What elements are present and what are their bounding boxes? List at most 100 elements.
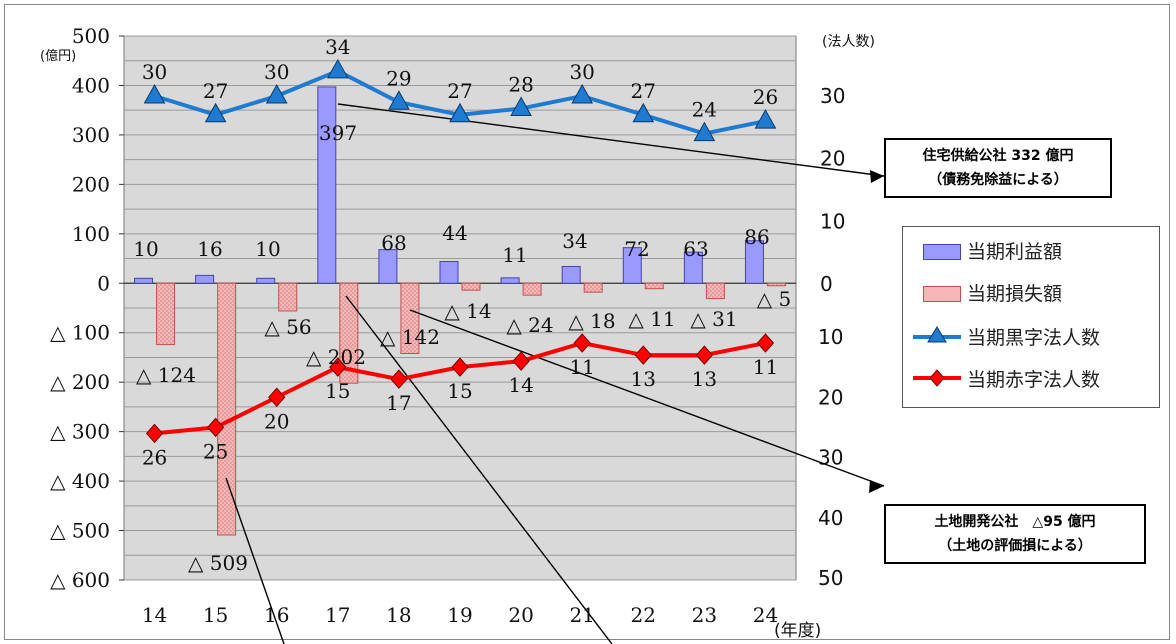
legend-item-surplus: 当期黒字法人数 (911, 321, 1100, 351)
profit-bar (378, 249, 398, 284)
loss-data-label: △ 124 (136, 363, 196, 387)
legend-marker-deficit (913, 369, 961, 387)
left-tick-label: △ 500 (50, 519, 110, 543)
chart-legend: 当期利益額 当期損失額 当期黒字法人数 当期赤字法人数 (902, 226, 1160, 408)
deficit-marker (695, 345, 714, 365)
profit-data-label: 10 (133, 237, 158, 261)
right-lower-tick-label: 40 (818, 506, 843, 530)
deficit-marker (390, 369, 408, 389)
left-unit-label: (億円) (40, 48, 76, 64)
deficit-marker (451, 357, 469, 377)
deficit-marker (145, 423, 164, 444)
surplus-marker (204, 102, 227, 123)
left-tick-label: △ 100 (50, 321, 110, 345)
deficit-data-label: 26 (142, 445, 167, 469)
left-tick-label: △ 200 (50, 370, 110, 394)
x-tick-label: 17 (325, 603, 350, 627)
profit-bar (622, 247, 642, 284)
annotation-land-corp: 土地開発公社 △95 億円 （土地の評価損による） (884, 504, 1146, 564)
x-tick-label: 24 (753, 603, 778, 627)
profit-bar (561, 265, 581, 284)
loss-data-label: △ 31 (690, 307, 737, 331)
legend-label-deficit: 当期赤字法人数 (967, 368, 1101, 391)
profit-bar (439, 261, 459, 284)
profit-bar (744, 240, 764, 284)
left-tick-label: 200 (72, 172, 110, 196)
right-lower-tick-label: 20 (818, 385, 843, 409)
loss-data-label: △ 202 (306, 345, 366, 369)
loss-data-label: △ 24 (506, 313, 553, 337)
deficit-data-label: 15 (447, 379, 472, 403)
callout-leader-line (345, 295, 613, 644)
surplus-marker (632, 102, 655, 123)
x-tick-label: 15 (203, 603, 228, 627)
left-tick-label: △ 300 (50, 420, 110, 444)
legend-label-surplus: 当期黒字法人数 (967, 326, 1101, 349)
loss-data-label: △ 14 (444, 299, 491, 323)
left-tick-label: 500 (72, 24, 110, 48)
loss-bar (217, 282, 237, 536)
surplus-data-label: 27 (203, 79, 228, 103)
loss-bar (339, 282, 359, 384)
x-tick-label: 23 (692, 603, 717, 627)
deficit-data-label: 13 (692, 367, 717, 391)
left-tick-label: 100 (72, 222, 110, 246)
x-tick-label: 20 (508, 603, 533, 627)
deficit-data-label: 11 (753, 355, 778, 379)
x-tick-label: 21 (569, 603, 594, 627)
loss-bar (644, 282, 664, 290)
loss-data-label: △ 56 (264, 315, 311, 339)
callout-leader-line (225, 477, 285, 644)
legend-label-profit: 当期利益額 (967, 240, 1063, 263)
x-tick-label: 22 (631, 603, 656, 627)
x-tick-label: 19 (447, 603, 472, 627)
profit-data-label: 16 (197, 237, 222, 261)
profit-bar (500, 277, 520, 284)
surplus-data-label: 34 (325, 35, 350, 59)
surplus-marker (143, 83, 166, 104)
legend-swatch-loss (923, 286, 961, 302)
profit-data-label: 68 (381, 231, 406, 255)
surplus-marker (510, 96, 532, 117)
surplus-marker (265, 83, 288, 104)
profit-bar (317, 86, 337, 284)
deficit-marker (329, 357, 347, 377)
deficit-data-label: 20 (264, 409, 289, 433)
loss-bar (461, 282, 481, 291)
callout-arrowhead (870, 170, 884, 183)
loss-bar (522, 282, 542, 296)
surplus-marker (326, 58, 349, 79)
annotation-housing-line1: 住宅供給公社 332 億円 (922, 148, 1074, 164)
right-lower-tick-label: 50 (818, 566, 843, 590)
x-unit-label: (年度) (774, 621, 821, 641)
loss-data-label: △ 142 (380, 325, 440, 349)
surplus-data-label: 27 (631, 79, 656, 103)
loss-data-label: △ 11 (628, 307, 675, 331)
left-tick-label: 400 (72, 73, 110, 97)
left-tick-label: △ 400 (50, 469, 110, 493)
loss-bar (705, 282, 725, 300)
right-upper-tick-label: 0 (820, 272, 833, 296)
profit-data-label: 44 (442, 221, 467, 245)
annotation-housing-line2: （債務免除益による） (928, 172, 1068, 188)
surplus-marker (571, 83, 594, 104)
surplus-data-label: 28 (508, 73, 533, 97)
loss-bar (278, 282, 298, 312)
deficit-data-label: 15 (325, 379, 350, 403)
surplus-data-label: 27 (447, 79, 472, 103)
deficit-data-label: 11 (569, 355, 594, 379)
loss-bar (766, 282, 786, 287)
annotation-land-line1: 土地開発公社 △95 億円 (934, 514, 1096, 530)
surplus-marker (754, 109, 777, 129)
profit-data-label: 10 (255, 237, 280, 261)
callout-leader-line (409, 309, 885, 487)
callout-leader-line (337, 103, 885, 177)
surplus-data-label: 29 (386, 66, 411, 90)
callout-arrowhead (869, 480, 884, 493)
loss-data-label: △ 5 (757, 287, 791, 311)
chart-frame (4, 4, 1170, 640)
legend-swatch-profit (923, 244, 961, 260)
right-unit-label: (法人数) (822, 34, 875, 50)
surplus-data-label: 24 (692, 98, 717, 122)
